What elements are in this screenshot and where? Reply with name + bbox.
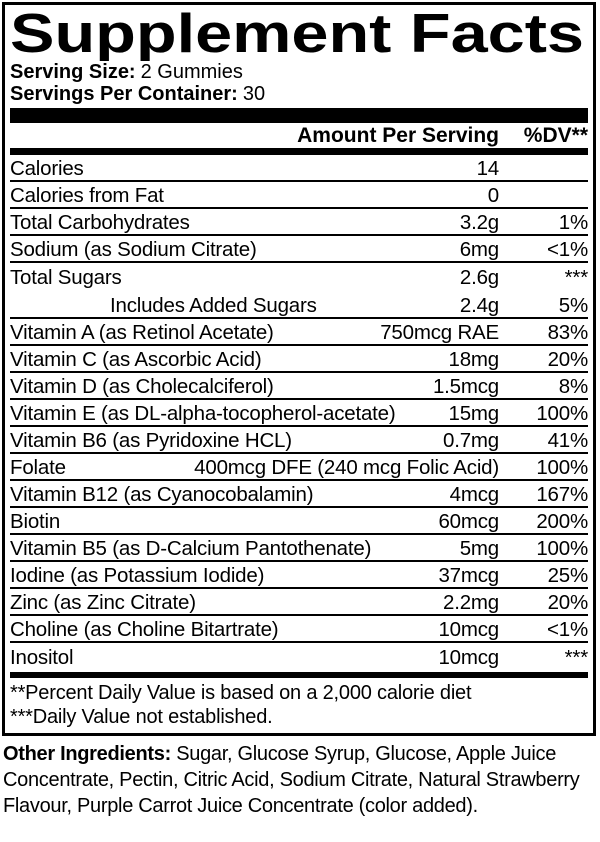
dv-value: 20% (547, 348, 588, 371)
nutrient-name: Vitamin D (as Cholecalciferol) (10, 375, 274, 398)
dv-value: 100% (536, 402, 588, 425)
dv-value: *** (564, 266, 588, 289)
panel-title-wrap: Supplement Facts (10, 8, 588, 61)
nutrient-name: Total Sugars (10, 266, 122, 289)
table-row: Calories 14 (10, 155, 588, 182)
servings-per-container-line: Servings Per Container: 30 (10, 83, 588, 105)
amount-value: 0 (487, 184, 499, 207)
table-row: Zinc (as Zinc Citrate) 2.2mg 20% (10, 589, 588, 616)
table-row: Inositol 10mcg *** (10, 643, 588, 672)
nutrient-name: Vitamin E (as DL-alpha-tocopherol-acetat… (10, 402, 396, 425)
facts-rows: Calories 14 Calories from Fat 0 Total Carboh… (10, 155, 588, 672)
dv-value: <1% (546, 618, 588, 641)
amount-value: 10mcg (438, 618, 499, 641)
table-row: Biotin 60mcg 200% (10, 508, 588, 535)
nutrient-name: Calories from Fat (10, 184, 164, 207)
nutrient-name: Calories (10, 157, 84, 180)
table-row: Vitamin B6 (as Pyridoxine HCL) 0.7mg 41% (10, 427, 588, 454)
dv-value: 167% (536, 483, 588, 506)
divider-bar-thick (10, 108, 588, 123)
table-row: Vitamin A (as Retinol Acetate) 750mcg RAE… (10, 319, 588, 346)
dv-value: 1% (558, 211, 588, 234)
table-row: Sodium (as Sodium Citrate) 6mg <1% (10, 236, 588, 263)
dv-value: 200% (536, 510, 588, 533)
nutrient-name: Sodium (as Sodium Citrate) (10, 238, 257, 261)
dv-value: 100% (536, 537, 588, 560)
amount-value: 0.7mg (443, 429, 499, 452)
dv-value: 41% (547, 429, 588, 452)
nutrient-name: Folate (10, 456, 66, 479)
dv-value: 5% (558, 294, 588, 317)
amount-value: 3.2g (459, 211, 499, 234)
page-title: Supplement Facts (10, 8, 584, 61)
nutrient-name: Total Carbohydrates (10, 211, 190, 234)
amount-value: 15mg (448, 402, 500, 425)
divider-bar-footnote (10, 672, 588, 678)
table-row: Vitamin B5 (as D-Calcium Pantothenate) 5m… (10, 535, 588, 562)
table-row: Folate 400mcg DFE (240 mcg Folic Acid) 100… (10, 454, 588, 481)
table-row: Total Sugars 2.6g *** (10, 263, 588, 292)
panel-title-svg: Supplement Facts (10, 8, 584, 61)
serving-size-value: 2 Gummies (140, 61, 243, 83)
dv-value: 20% (547, 591, 588, 614)
amount-value: 60mcg (438, 510, 499, 533)
amount-value: 10mcg (438, 646, 499, 669)
dv-value: 25% (547, 564, 588, 587)
amount-value: 2.2mg (443, 591, 499, 614)
amount-value: 400mcg DFE (240 mcg Folic Acid) (194, 456, 499, 479)
nutrient-name: Vitamin B12 (as Cyanocobalamin) (10, 483, 314, 506)
other-ingredients-label: Other Ingredients: (3, 743, 171, 765)
amount-value: 5mg (459, 537, 499, 560)
other-ingredients: Other Ingredients: Sugar, Glucose Syrup,… (3, 741, 597, 819)
table-row: Iodine (as Potassium Iodide) 37mcg 25% (10, 562, 588, 589)
nutrient-name: Iodine (as Potassium Iodide) (10, 564, 265, 587)
amount-value: 1.5mcg (432, 375, 499, 398)
divider-bar-medium (10, 148, 588, 155)
amount-value: 18mg (448, 348, 500, 371)
nutrient-name: Vitamin B6 (as Pyridoxine HCL) (10, 429, 292, 452)
amount-value: 6mg (459, 238, 499, 261)
serving-size-line: Serving Size: 2 Gummies (10, 61, 588, 83)
dv-value: 100% (536, 456, 588, 479)
percent-dv-header: %DV** (523, 123, 588, 147)
table-row: Vitamin E (as DL-alpha-tocopherol-acetat… (10, 400, 588, 427)
nutrient-name: Biotin (10, 510, 61, 533)
other-ingredients-text: Sugar, Glucose Syrup, Glucose, Apple Jui… (3, 743, 580, 817)
table-row: Calories from Fat 0 (10, 182, 588, 209)
servings-per-container-value: 30 (242, 83, 266, 105)
footnote-not-established: ***Daily Value not established. (10, 706, 273, 728)
nutrient-name: Vitamin B5 (as D-Calcium Pantothenate) (10, 537, 372, 560)
nutrient-name: Includes Added Sugars (110, 294, 317, 317)
table-row: Choline (as Choline Bitartrate) 10mcg <1% (10, 616, 588, 643)
serving-size-label: Serving Size: (10, 61, 136, 83)
amount-value: 2.6g (459, 266, 499, 289)
footnotes: **Percent Daily Value is based on a 2,00… (10, 678, 588, 731)
table-header-row: Amount Per Serving %DV** (10, 123, 588, 148)
amount-value: 14 (476, 157, 500, 180)
nutrient-name: Vitamin C (as Ascorbic Acid) (10, 348, 262, 371)
nutrient-name: Zinc (as Zinc Citrate) (10, 591, 196, 614)
amount-per-serving-header: Amount Per Serving (297, 123, 499, 147)
dv-value: *** (564, 646, 588, 669)
footnote-daily-value: **Percent Daily Value is based on a 2,00… (10, 682, 472, 704)
nutrient-name: Choline (as Choline Bitartrate) (10, 618, 279, 641)
nutrient-name: Vitamin A (as Retinol Acetate) (10, 321, 274, 344)
table-row: Vitamin B12 (as Cyanocobalamin) 4mcg 167% (10, 481, 588, 508)
amount-value: 2.4g (459, 294, 499, 317)
dv-value: 8% (558, 375, 588, 398)
table-row: Vitamin D (as Cholecalciferol) 1.5mcg 8% (10, 373, 588, 400)
servings-per-container-label: Servings Per Container: (10, 83, 238, 105)
amount-value: 750mcg RAE (380, 321, 499, 344)
dv-value: <1% (546, 238, 588, 261)
amount-value: 37mcg (438, 564, 499, 587)
nutrient-name: Inositol (10, 646, 74, 669)
table-row: Vitamin C (as Ascorbic Acid) 18mg 20% (10, 346, 588, 373)
amount-value: 4mcg (449, 483, 500, 506)
table-row: Includes Added Sugars 2.4g 5% (10, 292, 588, 319)
table-row: Total Carbohydrates 3.2g 1% (10, 209, 588, 236)
supplement-facts-panel: Supplement Facts Serving Size: 2 Gummies … (2, 2, 596, 736)
dv-value: 83% (547, 321, 588, 344)
